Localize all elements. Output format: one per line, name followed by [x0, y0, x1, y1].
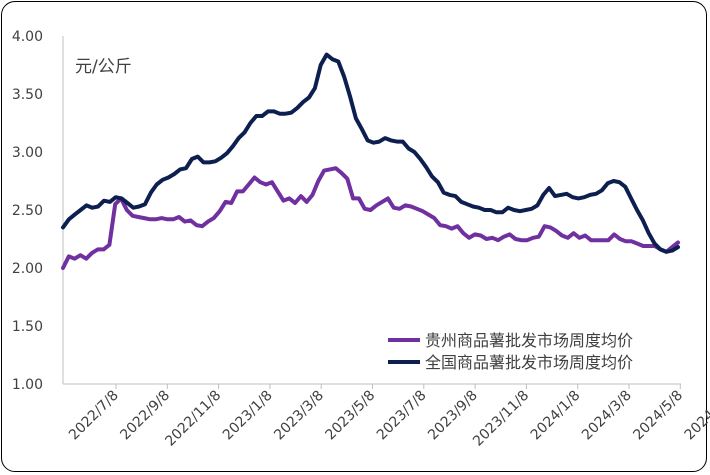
y-tick-label: 3.00 — [12, 145, 43, 161]
legend: 贵州商品薯批发市场周度均价 全国商品薯批发市场周度均价 — [388, 331, 633, 372]
x-tick-label: 2024/7/8 — [682, 388, 710, 444]
x-tick-label: 2023/11/8 — [470, 388, 532, 450]
legend-label-series-1: 全国商品薯批发市场周度均价 — [425, 353, 633, 372]
x-tick-label: 2023/3/8 — [271, 388, 327, 444]
series-layer — [61, 52, 680, 270]
legend-label-series-0: 贵州商品薯批发市场周度均价 — [425, 331, 633, 350]
series-line-1 — [61, 52, 680, 254]
y-tick-label: 1.00 — [12, 377, 43, 393]
x-axis-ticks: 2022/7/82022/9/82022/11/82023/1/82023/3/… — [66, 384, 710, 450]
unit-label: 元/公斤 — [75, 57, 132, 77]
x-tick-label: 2023/1/8 — [220, 388, 276, 444]
x-tick-label: 2024/3/8 — [579, 388, 635, 444]
y-tick-label: 2.00 — [12, 261, 43, 277]
x-tick-label: 2022/11/8 — [162, 388, 224, 450]
y-tick-label: 1.50 — [12, 319, 43, 335]
y-tick-label: 3.50 — [12, 87, 43, 103]
y-tick-label: 2.50 — [12, 203, 43, 219]
x-tick-label: 2023/5/8 — [323, 388, 379, 444]
x-tick-label: 2023/7/8 — [374, 388, 430, 444]
x-tick-label: 2024/5/8 — [630, 388, 686, 444]
series-line-0 — [61, 166, 680, 270]
y-axis-ticks: 1.00 1.50 2.00 2.50 3.00 3.50 4.00 — [12, 29, 43, 393]
y-tick-label: 4.00 — [12, 29, 43, 45]
x-tick-label: 2024/1/8 — [528, 388, 584, 444]
x-tick-label: 2022/7/8 — [66, 388, 122, 444]
